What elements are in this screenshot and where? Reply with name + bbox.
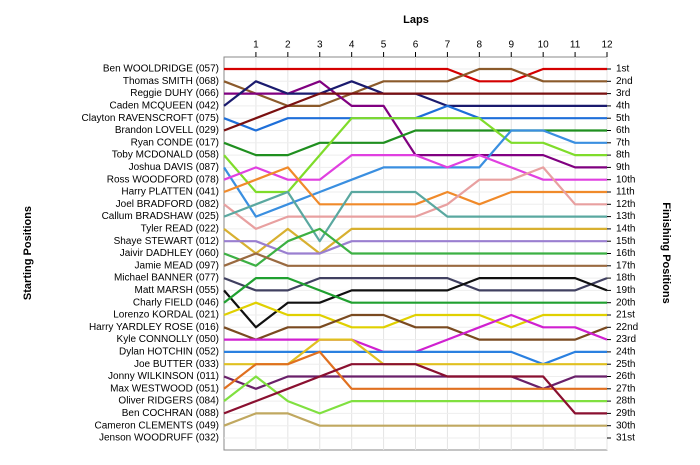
- y-tick-label: 18th: [616, 273, 635, 284]
- x-tick-label: 2: [285, 40, 291, 51]
- y-tick-label: 19th: [616, 285, 635, 296]
- rider-name: Thomas SMITH (068): [123, 76, 219, 87]
- y-tick-label: 10th: [616, 174, 635, 185]
- rider-name: Tyler READ (022): [141, 224, 219, 235]
- x-tick-label: 12: [601, 40, 613, 51]
- x-tick-label: 9: [508, 40, 514, 51]
- rider-name: Dylan HOTCHIN (052): [119, 347, 219, 358]
- position-line: [223, 166, 607, 230]
- position-line: [223, 227, 607, 255]
- y-tick-label: 11th: [616, 187, 635, 198]
- y-tick-label: 1st: [616, 64, 630, 75]
- rider-name: Harry PLATTEN (041): [121, 187, 219, 198]
- x-tick-label: 5: [381, 40, 387, 51]
- x-tick-label: 8: [477, 40, 483, 51]
- rider-name: Toby MCDONALD (058): [112, 150, 219, 161]
- position-line: [223, 363, 607, 415]
- y-tick-label: 27th: [616, 383, 635, 394]
- y-tick-label: 24th: [616, 347, 635, 358]
- x-tick-label: 6: [413, 40, 419, 51]
- y-tick-label: 17th: [616, 260, 635, 271]
- rider-name: Brandon LOVELL (029): [115, 125, 219, 136]
- y-tick-label: 3rd: [616, 88, 630, 99]
- position-line: [223, 129, 607, 218]
- y-tick-label: 15th: [616, 236, 635, 247]
- position-line: [223, 301, 607, 329]
- rider-name: Ross WOODFORD (078): [107, 174, 219, 185]
- rider-name: Reggie DUHY (066): [130, 88, 219, 99]
- x-tick-label: 11: [570, 40, 581, 51]
- position-line: [223, 190, 607, 243]
- rider-name: Cameron CLEMENTS (049): [95, 420, 219, 431]
- rider-name: Jaivir DADHLEY (060): [120, 248, 219, 259]
- rider-name: Charly FIELD (046): [133, 297, 219, 308]
- y-tick-label: 7th: [616, 137, 630, 148]
- x-tick-label: 3: [317, 40, 323, 51]
- position-line: [223, 350, 607, 390]
- y-tick-label: 25th: [616, 359, 635, 370]
- rider-name: Jonny WILKINSON (011): [108, 371, 219, 382]
- rider-name: Ryan CONDE (017): [131, 137, 219, 148]
- rider-name: Shaye STEWART (012): [114, 236, 219, 247]
- y-tick-label: 12th: [616, 199, 635, 210]
- rider-name: Jamie MEAD (097): [135, 260, 219, 271]
- y-tick-label: 21st: [616, 310, 635, 321]
- y-tick-label: 28th: [616, 396, 635, 407]
- position-line: [223, 277, 608, 292]
- y-tick-label: 22nd: [616, 322, 638, 333]
- y-tick-label: 6th: [616, 125, 630, 136]
- y-tick-label: 29th: [616, 408, 635, 419]
- rider-name: Joshua DAVIS (087): [129, 162, 219, 173]
- rider-name: Michael BANNER (077): [114, 273, 219, 284]
- rider-name: Harry YARDLEY ROSE (016): [89, 322, 219, 333]
- y-tick-label: 4th: [616, 101, 630, 112]
- y-axis-title: Starting Positions: [22, 206, 34, 300]
- rider-name: Max WESTWOOD (051): [110, 383, 219, 394]
- y-tick-label: 16th: [616, 248, 635, 259]
- y-tick-label: 23rd: [616, 334, 636, 345]
- y-tick-label: 2nd: [616, 76, 633, 87]
- rider-name: Matt MARSH (055): [135, 285, 219, 296]
- y2-axis-title: Finishing Positions: [660, 202, 672, 303]
- x-tick-label: 10: [538, 40, 550, 51]
- y-tick-label: 9th: [616, 162, 630, 173]
- rider-name: Oliver RIDGERS (084): [118, 396, 219, 407]
- rider-name: Ben COCHRAN (088): [122, 408, 219, 419]
- position-line: [223, 375, 607, 415]
- position-line: [223, 412, 607, 427]
- position-line: [223, 252, 607, 267]
- y-tick-label: 13th: [616, 211, 635, 222]
- rider-name: Joel BRADFORD (082): [116, 199, 219, 210]
- x-tick-label: 4: [349, 40, 355, 51]
- position-line: [224, 240, 607, 255]
- position-line: [223, 166, 607, 206]
- chart-title: Laps: [403, 14, 429, 26]
- position-line: [223, 313, 608, 341]
- position-line: [223, 277, 607, 304]
- rider-name: Kyle CONNOLLY (050): [117, 334, 219, 345]
- rider-name: Clayton RAVENSCROFT (075): [82, 113, 219, 124]
- position-line: [223, 277, 608, 329]
- y-tick-label: 26th: [616, 371, 635, 382]
- position-line: [224, 67, 607, 83]
- rider-name: Joe BUTTER (033): [134, 359, 219, 370]
- position-line: [223, 154, 607, 181]
- rider-name: Jenson WOODRUFF (032): [99, 433, 219, 444]
- y-tick-label: 20th: [616, 297, 635, 308]
- x-tick-label: 7: [445, 40, 451, 51]
- y-tick-label: 30th: [616, 420, 635, 431]
- y-tick-label: 31st: [616, 433, 635, 444]
- rider-name: Lorenzo KORDAL (021): [113, 310, 219, 321]
- y-tick-label: 5th: [616, 113, 630, 124]
- rider-name: Callum BRADSHAW (025): [102, 211, 219, 222]
- rider-name: Caden MCQUEEN (042): [110, 101, 219, 112]
- x-tick-label: 1: [253, 40, 259, 51]
- rider-name: Ben WOOLDRIDGE (057): [103, 64, 219, 75]
- y-tick-label: 14th: [616, 224, 635, 235]
- position-line: [223, 227, 607, 267]
- y-tick-label: 8th: [616, 150, 630, 161]
- position-line: [223, 92, 607, 132]
